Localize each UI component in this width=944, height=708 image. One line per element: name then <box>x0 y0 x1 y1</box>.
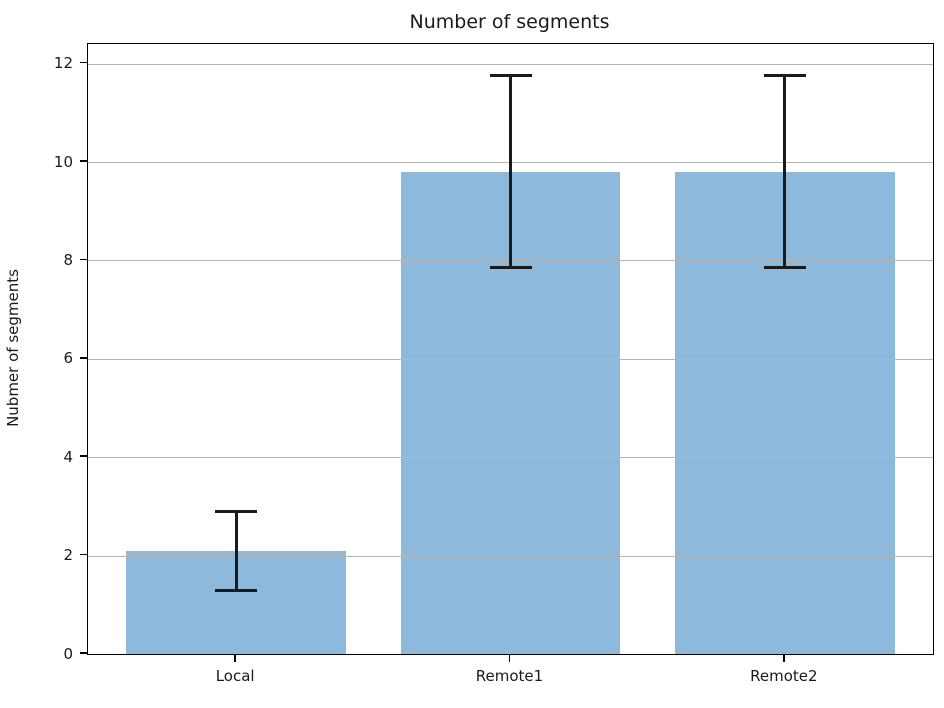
x-tick-label: Local <box>215 667 255 685</box>
y-tick <box>80 357 87 359</box>
plot-area <box>87 43 934 655</box>
error-bar-cap <box>215 588 258 592</box>
error-bar-cap <box>763 74 806 78</box>
chart-title: Number of segments <box>409 11 610 33</box>
y-tick-label: 4 <box>63 447 73 466</box>
x-tick <box>508 654 511 662</box>
gridline <box>88 63 933 65</box>
y-tick <box>80 652 87 654</box>
error-bar-line <box>783 75 787 268</box>
error-bar-line <box>509 75 512 268</box>
x-tick <box>234 654 236 662</box>
error-bar-cap <box>489 74 532 78</box>
x-tick-label: Remote2 <box>750 667 818 685</box>
y-tick <box>80 160 87 162</box>
y-tick-label: 10 <box>53 152 73 171</box>
y-tick-label: 12 <box>53 54 73 73</box>
y-tick-label: 2 <box>63 546 73 565</box>
error-bar-cap <box>215 509 258 513</box>
error-bar-line <box>234 511 238 591</box>
y-tick <box>80 455 87 457</box>
x-tick <box>783 654 785 662</box>
error-bar-cap <box>489 266 532 270</box>
error-bars-layer <box>88 44 933 654</box>
gridline <box>88 555 933 557</box>
y-tick-label: 8 <box>63 250 73 269</box>
y-tick-label: 6 <box>63 349 73 368</box>
error-bar-cap <box>763 266 806 270</box>
gridline <box>88 358 933 360</box>
y-tick-label: 0 <box>63 644 73 663</box>
x-tick-label: Remote1 <box>475 667 544 685</box>
y-tick <box>80 258 87 261</box>
y-tick <box>80 553 87 556</box>
y-axis-label-text: Nubmer of segments <box>4 269 22 427</box>
y-tick <box>80 61 87 64</box>
gridline <box>88 457 933 459</box>
